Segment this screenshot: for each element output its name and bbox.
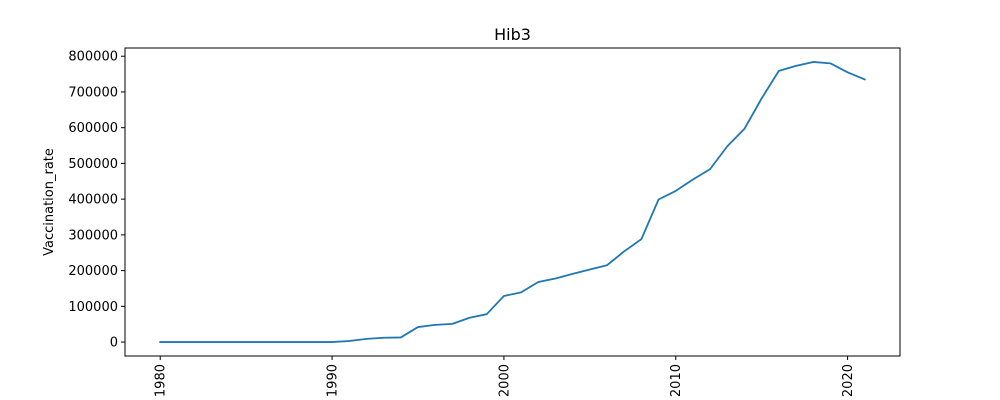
y-tick-label: 800000 [68,50,118,65]
y-tick-label: 200000 [68,264,118,279]
x-tick-label: 2020 [841,364,856,397]
x-axis: 1980 1990 2000 2010 2020 [154,356,856,397]
x-tick-label: 1980 [154,364,169,397]
y-tick-label: 300000 [68,228,118,243]
x-tick-label: 1990 [326,364,341,397]
y-axis: 0 100000 200000 300000 400000 500000 600000 700… [68,50,125,351]
series-line [159,61,866,343]
y-tick-label: 500000 [68,157,118,172]
y-tick-label: 700000 [68,85,118,100]
x-tick-label: 2010 [669,364,684,397]
plot-frame [124,47,901,357]
x-tick-label: 2000 [497,364,512,397]
plot-area [159,61,866,343]
y-tick-label: 0 [110,336,118,351]
y-tick-label: 600000 [68,121,118,136]
chart-title: Hib3 [494,25,531,44]
y-axis-title: Vaccination_rate [42,148,57,256]
y-tick-label: 400000 [68,193,118,208]
y-tick-label: 100000 [68,300,118,315]
